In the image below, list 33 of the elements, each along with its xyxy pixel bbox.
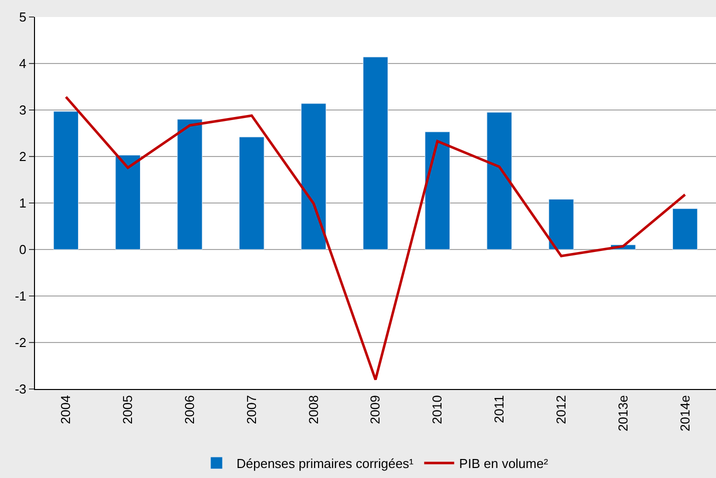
- legend-label: Dépenses primaires corrigées¹: [236, 456, 414, 472]
- y-tick-label: 3: [19, 102, 26, 118]
- x-tick-label: 2007: [244, 395, 259, 424]
- legend-label: PIB en volume²: [459, 456, 549, 472]
- y-tick-label: 0: [19, 242, 26, 258]
- y-tick-label: -3: [14, 382, 26, 397]
- bar: [53, 111, 79, 250]
- y-tick-label: -1: [14, 288, 26, 304]
- bar: [115, 154, 140, 250]
- bar: [424, 132, 450, 250]
- x-tick-label: 2004: [58, 395, 74, 424]
- y-tick-label: 5: [19, 10, 26, 25]
- x-tick-label: 2005: [120, 395, 136, 424]
- x-tick-label: 2008: [306, 395, 321, 424]
- bar: [177, 119, 202, 250]
- y-tick-label: 4: [19, 56, 26, 72]
- x-tick-label: 2010: [430, 395, 445, 424]
- x-tick-label: 2013e: [615, 395, 630, 432]
- bar: [300, 103, 326, 250]
- bar: [486, 112, 512, 250]
- x-tick-label: 2006: [182, 395, 197, 424]
- y-tick-label: 1: [19, 196, 26, 211]
- bar: [672, 208, 698, 250]
- x-tick-label: 2011: [492, 395, 507, 424]
- x-tick-label: 2012: [553, 395, 568, 424]
- bar: [362, 56, 388, 250]
- bar: [239, 136, 264, 250]
- y-tick-label: -2: [14, 335, 26, 350]
- y-tick-label: 2: [19, 149, 26, 164]
- bar: [548, 199, 574, 250]
- x-tick-label: 2014e: [677, 395, 692, 432]
- x-tick-label: 2009: [368, 395, 383, 424]
- line-series: [64, 96, 686, 381]
